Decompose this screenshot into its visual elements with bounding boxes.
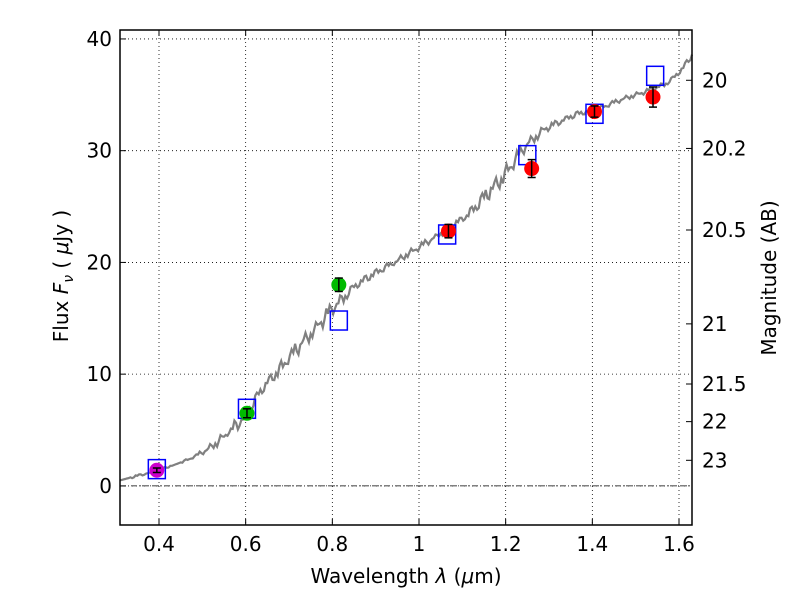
plot-area	[119, 54, 694, 482]
y-tick-label: 20	[87, 250, 112, 274]
right-tick-label: 20.2	[702, 136, 747, 160]
y-tick-label: 0	[99, 474, 112, 498]
x-tick-label: 1.4	[576, 532, 608, 556]
plot-frame	[119, 29, 693, 526]
x-axis-label: Wavelength λ (μm)	[310, 564, 501, 588]
y-axis-label: Flux Fν ( μJy )	[49, 210, 77, 342]
y-tick-label: 30	[87, 139, 112, 163]
model-square-marker	[329, 310, 349, 331]
right-tick-label: 20.5	[702, 218, 747, 242]
x-tick-label: 1.6	[663, 532, 695, 556]
x-tick-label: 1.2	[490, 532, 522, 556]
y-tick-label: 40	[87, 27, 112, 51]
right-tick-label: 23	[702, 448, 727, 472]
x-tick-label: 1	[413, 532, 426, 556]
axis-ticks: 0.4 0.6 0.8 1 1.2 1.4 1.6 0 10 20 30 40 20 20.2 20.5 21…	[87, 27, 747, 556]
right-tick-label: 21.5	[702, 372, 747, 396]
x-tick-label: 0.6	[230, 532, 262, 556]
model-square-marker	[645, 65, 665, 87]
x-tick-label: 0.4	[143, 532, 175, 556]
x-tick-label: 0.8	[316, 532, 348, 556]
right-axis-label: Magnitude (AB)	[757, 200, 781, 355]
spectrum-line	[119, 54, 694, 482]
model-square-marker	[147, 458, 167, 480]
y-tick-label: 10	[87, 362, 112, 386]
right-tick-label: 22	[702, 410, 727, 434]
right-tick-label: 21	[702, 312, 727, 336]
right-tick-label: 20	[702, 68, 727, 92]
